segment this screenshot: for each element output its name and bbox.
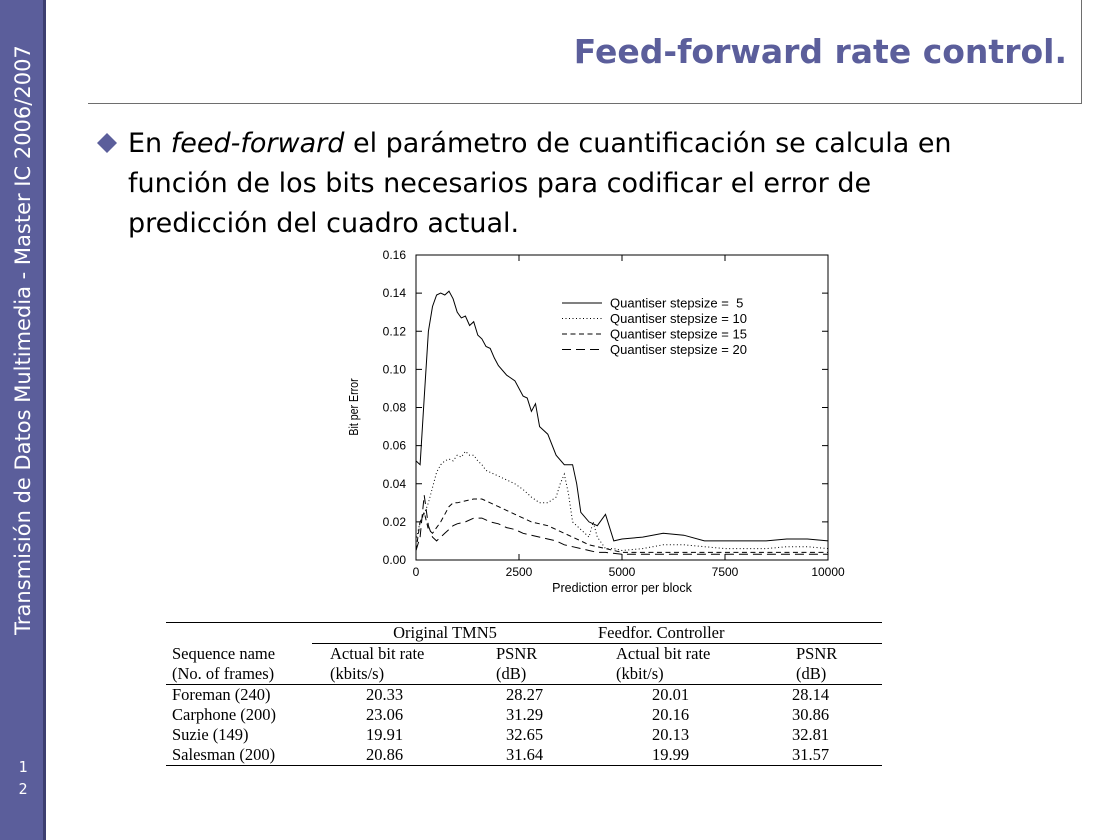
table-cell: 20.16 [652, 705, 690, 724]
table-cell: 20.33 [366, 685, 404, 704]
y-tick-label: 0.02 [383, 515, 407, 529]
table-row: Salesman (200) 20.86 31.64 19.99 31.57 [166, 745, 882, 766]
table-row: Suzie (149) 19.91 32.65 20.13 32.81 [166, 725, 882, 745]
y-axis-title: Bit per Error [347, 378, 361, 435]
bullet-text-part: el parámetro de cuantificación se calcul… [128, 128, 952, 239]
x-tick-label: 2500 [506, 565, 533, 579]
table-cell: 31.29 [506, 705, 544, 724]
table-row: Carphone (200) 23.06 31.29 20.16 30.86 [166, 705, 882, 725]
table-cell: 28.14 [792, 685, 830, 704]
table-column-header: PSNR (dB) [796, 644, 838, 683]
legend-label: Quantiser stepsize = 15 [610, 327, 747, 342]
bit-per-error-chart: 0 2500 5000 7500 10000 0.00 0.02 0.04 0.06 0.08 0… [347, 248, 845, 595]
bullet-text-italic: feed-forward [170, 128, 345, 159]
table-cell: 19.99 [652, 745, 690, 764]
x-tick-label: 5000 [609, 565, 636, 579]
series-line [415, 290, 829, 542]
table-cell: 30.86 [792, 705, 830, 724]
table-column-header: Actual bit rate (kbits/s) [330, 644, 425, 683]
table-cell: Salesman (200) [172, 745, 276, 764]
page-number-digit: 2 [18, 780, 28, 798]
bullet-point: En feed-forward el parámetro de cuantifi… [96, 124, 1016, 244]
y-tick-label: 0.04 [383, 477, 407, 491]
table-cell: Carphone (200) [172, 705, 277, 724]
results-table: Original TMN5 Feedfor. Controller Sequen… [166, 622, 882, 766]
table-row: Foreman (240) 20.33 28.27 20.01 28.14 [166, 684, 882, 706]
y-tick-label: 0.16 [383, 248, 407, 262]
table-cell: 32.81 [792, 725, 830, 744]
y-tick-label: 0.14 [383, 286, 407, 300]
table-group-header: Feedfor. Controller [578, 622, 882, 644]
legend-label: Quantiser stepsize = 20 [610, 342, 747, 357]
slide-title: Feed-forward rate control. [573, 32, 1067, 71]
y-tick-label: 0.10 [383, 362, 407, 376]
table-cell: Foreman (240) [172, 685, 271, 704]
series-line [415, 450, 829, 552]
diamond-bullet-icon [97, 133, 117, 153]
table-column-header: Sequence name (No. of frames) [172, 643, 276, 683]
header-frame: Feed-forward rate control. [88, 0, 1082, 104]
y-tick-label: 0.08 [383, 401, 407, 415]
sidebar-title: Transmisión de Datos Multimedia - Master… [11, 45, 35, 635]
x-tick-label: 10000 [811, 565, 845, 579]
table-cell: 31.57 [792, 745, 830, 764]
table-group-header-row: Original TMN5 Feedfor. Controller [166, 622, 882, 644]
table-cell: 23.06 [366, 705, 404, 724]
table-cell: Suzie (149) [172, 725, 249, 744]
sidebar: Transmisión de Datos Multimedia - Master… [0, 0, 46, 840]
y-tick-label: 0.00 [383, 553, 407, 567]
table-group-header: Original TMN5 [312, 622, 578, 644]
table-cell: 19.91 [366, 725, 404, 744]
y-tick-label: 0.06 [383, 439, 407, 453]
table-cell: 31.64 [506, 745, 544, 764]
table-column-header-row: Sequence name (No. of frames) Actual bit … [166, 644, 882, 685]
x-tick-label: 7500 [712, 565, 739, 579]
series-line [415, 498, 828, 553]
page-number: 1 2 [0, 756, 46, 800]
y-tick-label: 0.12 [383, 324, 407, 338]
table-cell: 20.13 [652, 725, 690, 744]
table-cell: 32.65 [506, 725, 544, 744]
legend-label: Quantiser stepsize = 10 [610, 311, 747, 326]
table-cell: 28.27 [506, 685, 544, 704]
table-column-header: Actual bit rate (kbit/s) [616, 644, 711, 683]
x-axis-title: Prediction error per block [552, 581, 692, 595]
x-tick-label: 0 [413, 565, 420, 579]
table-cell: 20.86 [366, 745, 404, 764]
table-cell: 20.01 [652, 685, 690, 704]
table-column-header: PSNR (dB) [496, 644, 538, 683]
page-number-digit: 1 [18, 758, 28, 776]
legend-label: Quantiser stepsize = 5 [610, 296, 743, 311]
bullet-text: En feed-forward el parámetro de cuantifi… [128, 124, 1016, 244]
series-line [415, 495, 828, 555]
bullet-text-part: En [128, 128, 171, 159]
